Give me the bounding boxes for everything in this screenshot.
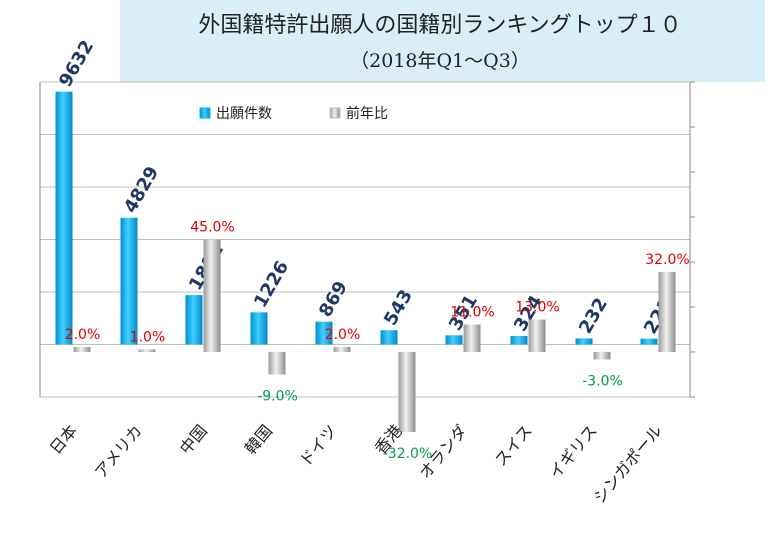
value-label: 45.0%	[190, 220, 234, 236]
value-label: 1226	[250, 257, 293, 311]
bar	[398, 352, 416, 432]
legend-swatch	[329, 107, 341, 119]
chart-subtitle: （2018年Q1～Q3）	[350, 50, 530, 72]
value-label: 2.0%	[325, 327, 361, 343]
value-label: 32.0%	[645, 252, 689, 268]
bar	[658, 272, 676, 352]
x-tick-label: 日本	[46, 421, 81, 458]
bar	[510, 335, 528, 345]
bar	[120, 217, 138, 345]
bar	[380, 330, 398, 345]
bar	[203, 239, 221, 352]
legend-label: 前年比	[346, 105, 388, 122]
title-box	[120, 0, 765, 82]
bar	[445, 335, 463, 345]
x-tick-label: スイス	[491, 421, 536, 470]
value-label: 869	[315, 278, 352, 321]
bar	[528, 319, 546, 352]
bar	[575, 338, 593, 345]
bar	[73, 347, 91, 352]
x-tick-label: 韓国	[241, 421, 276, 458]
x-tick-label: イギリス	[545, 421, 601, 482]
bar	[333, 347, 351, 352]
bar	[640, 338, 658, 345]
value-label: 543	[380, 286, 417, 329]
chart-title: 外国籍特許出願人の国籍別ランキングトップ１０	[198, 13, 681, 38]
value-label: -3.0%	[582, 374, 623, 390]
bar	[593, 352, 611, 360]
x-tick-label: アメリカ	[91, 421, 146, 482]
value-label: 4829	[120, 163, 163, 217]
bar	[55, 91, 73, 345]
bar	[185, 295, 203, 345]
value-label: 9632	[55, 37, 98, 91]
bar	[250, 312, 268, 345]
x-tick-label: 中国	[176, 421, 211, 458]
legend-label: 出願件数	[216, 106, 272, 122]
value-label: 232	[575, 294, 612, 337]
value-label: 11.0%	[450, 305, 494, 321]
bar	[138, 349, 156, 352]
value-label: 13.0%	[515, 300, 559, 316]
x-tick-label: ドイツ	[296, 421, 341, 470]
value-label: 1.0%	[130, 330, 166, 346]
value-label: -32.0%	[383, 446, 433, 462]
x-tick-label: シンガポール	[590, 421, 666, 507]
bar	[463, 324, 481, 352]
value-label: 2.0%	[65, 327, 101, 343]
bar	[315, 321, 333, 345]
bar	[268, 352, 286, 375]
value-label: -9.0%	[257, 389, 298, 405]
legend-swatch	[199, 107, 211, 119]
